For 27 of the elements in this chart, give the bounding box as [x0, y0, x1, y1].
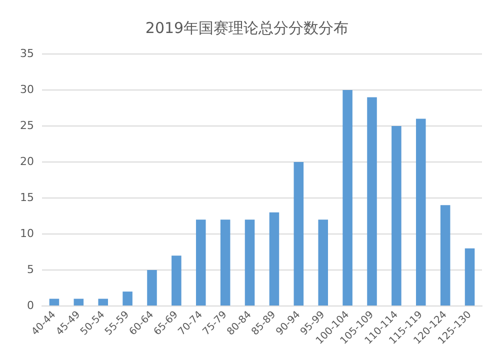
- bar: [440, 205, 450, 306]
- bar: [416, 118, 426, 306]
- y-tick-label: 15: [20, 190, 34, 204]
- y-tick-label: 30: [20, 82, 34, 96]
- bar: [220, 220, 230, 306]
- bar: [294, 162, 304, 306]
- bar: [342, 90, 352, 306]
- y-tick-label: 20: [20, 154, 34, 168]
- y-tick-label: 5: [26, 262, 34, 276]
- y-tick-label: 35: [20, 46, 34, 60]
- chart-title: 2019年国赛理论总分分数分布: [145, 18, 349, 37]
- bar: [147, 270, 157, 306]
- bar: [464, 248, 475, 306]
- bar: [392, 126, 402, 306]
- bar: [49, 298, 60, 306]
- bar: [367, 97, 377, 306]
- bar: [98, 298, 108, 306]
- bar: [74, 298, 84, 306]
- y-tick-label: 25: [20, 118, 34, 132]
- bar: [269, 212, 280, 306]
- y-tick-label: 10: [20, 226, 34, 240]
- bar: [122, 292, 132, 306]
- y-tick-label: 0: [26, 298, 34, 312]
- bar: [172, 256, 182, 306]
- bar: [244, 220, 255, 306]
- bar: [196, 220, 206, 306]
- bar: [318, 220, 328, 306]
